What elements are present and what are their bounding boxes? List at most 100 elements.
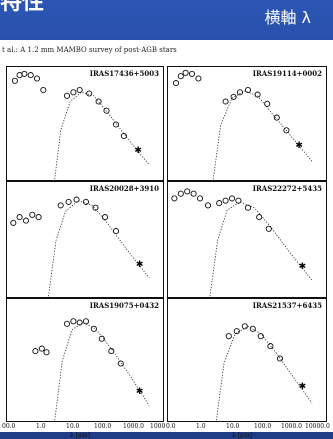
photometry-point: [76, 319, 83, 326]
photometry-point: [177, 73, 184, 80]
photometry-point: [171, 195, 178, 202]
panel-plot: ✱: [10, 196, 150, 297]
panel-label: IRAS19075+0432: [89, 301, 159, 310]
photometry-point: [204, 202, 212, 209]
photometry-point: [21, 70, 28, 77]
x-tick-label: 10.0: [226, 423, 240, 430]
sed-figure: t al.: A 1.2 mm MAMBO survey of post-AGB…: [0, 40, 333, 439]
photometry-point: [101, 214, 109, 221]
photometry-point: [76, 86, 83, 94]
photometry-point: [225, 333, 232, 340]
x-tick-label: 00.0: [2, 423, 16, 430]
photometry-point: [43, 349, 50, 356]
photometry-point: [235, 197, 242, 204]
x-tick-label: 100.0: [94, 423, 112, 430]
photometry-point: [264, 100, 271, 107]
x-axis-label: λ [μm]: [70, 432, 90, 439]
photometry-point: [222, 197, 229, 204]
model-curve: [215, 325, 313, 421]
x-tick-label: 100.0: [254, 423, 272, 430]
photometry-point: [35, 214, 42, 221]
photometry-point: [188, 70, 196, 77]
photometry-point: [254, 91, 261, 98]
photometry-point: [230, 93, 237, 100]
x-tick-label: 10000.0: [305, 423, 330, 430]
sed-panel: IRAS21537+6435 ✱: [167, 298, 327, 422]
x-tick-label: 1.0: [196, 423, 206, 430]
photometry-point: [195, 75, 202, 82]
photometry-point: [249, 325, 256, 332]
photometry-point: [32, 348, 39, 355]
model-curve: [54, 91, 150, 180]
photometry-point: [244, 204, 252, 211]
photometry-point: [70, 318, 77, 325]
sed-panel: IRAS20028+3910 ✱: [6, 181, 164, 298]
millimeter-point: ✱: [295, 141, 303, 151]
sed-panel: IRAS19114+0002 ✱: [167, 66, 327, 181]
panel-plot: ✱: [215, 323, 313, 421]
x-tick-labels: 00.0 1.0 10.0 100.0 1000.0 1000 0.0 1.0 …: [0, 423, 333, 433]
photometry-point: [92, 204, 99, 211]
sed-panel: IRAS19075+0432 ✱: [6, 298, 164, 422]
photometry-point: [82, 198, 90, 205]
photometry-point: [216, 200, 223, 207]
millimeter-point: ✱: [299, 262, 307, 272]
photometry-point: [10, 219, 17, 226]
panel-plot: ✱: [11, 70, 150, 180]
photometry-point: [63, 320, 71, 327]
photometry-point: [233, 328, 240, 335]
photometry-point: [40, 86, 47, 94]
model-curve: [54, 322, 150, 421]
photometry-point: [283, 127, 290, 134]
photometry-point: [98, 335, 105, 342]
photometry-point: [190, 190, 197, 197]
millimeter-point: ✱: [134, 146, 142, 156]
x-tick-label: 10.0: [66, 423, 80, 430]
photometry-point: [257, 333, 264, 340]
x-tick-label: 1000.0: [123, 423, 144, 430]
millimeter-point: ✱: [299, 382, 307, 392]
photometry-point: [267, 343, 274, 350]
photometry-point: [11, 77, 18, 84]
photometry-point: [29, 211, 36, 218]
millimeter-point: ✱: [136, 260, 144, 270]
sed-panel: IRAS22272+5435 ✱: [167, 181, 327, 298]
slide-subtitle: 横軸 λ: [264, 8, 311, 27]
photometry-point: [73, 196, 80, 203]
photometry-point: [177, 190, 184, 197]
photometry-point: [265, 225, 272, 232]
photometry-point: [70, 89, 77, 96]
x-tick-label: 1.0: [36, 423, 46, 430]
photometry-point: [112, 228, 120, 235]
sed-panel: IRAS17436+5003 ✱: [6, 66, 164, 181]
model-curve: [209, 201, 313, 297]
x-tick-label: 1000: [150, 423, 166, 430]
photometry-point: [273, 114, 280, 121]
photometry-point: [236, 89, 244, 96]
photometry-point: [172, 80, 180, 87]
photometry-point: [90, 325, 97, 332]
x-tick-label: 0.0: [166, 423, 176, 430]
panel-plot: ✱: [172, 69, 313, 180]
slide-title: 特性: [0, 0, 45, 15]
photometry-point: [184, 188, 191, 195]
photometry-point: [65, 198, 72, 205]
photometry-point: [112, 121, 120, 128]
photometry-point: [276, 355, 284, 362]
photometry-point: [228, 195, 236, 202]
photometry-point: [222, 98, 229, 105]
panel-plot: ✱: [32, 318, 150, 421]
photometry-point: [38, 345, 45, 352]
panel-label: IRAS19114+0002: [252, 69, 322, 78]
photometry-point: [196, 195, 204, 202]
photometry-point: [16, 214, 23, 221]
photometry-point: [57, 202, 64, 209]
x-axis-label: λ [μm]: [232, 432, 252, 439]
photometry-point: [95, 98, 102, 105]
photometry-point: [82, 318, 90, 325]
panel-plot: ✱: [171, 188, 313, 297]
photometry-point: [117, 360, 124, 367]
photometry-point: [120, 132, 127, 140]
model-curve: [212, 90, 313, 180]
photometry-point: [256, 214, 263, 221]
